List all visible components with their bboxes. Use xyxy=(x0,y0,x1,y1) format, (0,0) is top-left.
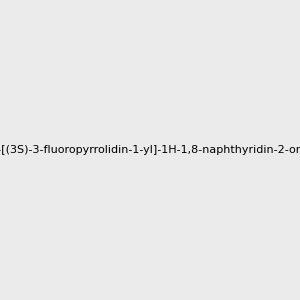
Text: 4-[(3S)-3-fluoropyrrolidin-1-yl]-1H-1,8-naphthyridin-2-one: 4-[(3S)-3-fluoropyrrolidin-1-yl]-1H-1,8-… xyxy=(0,145,300,155)
